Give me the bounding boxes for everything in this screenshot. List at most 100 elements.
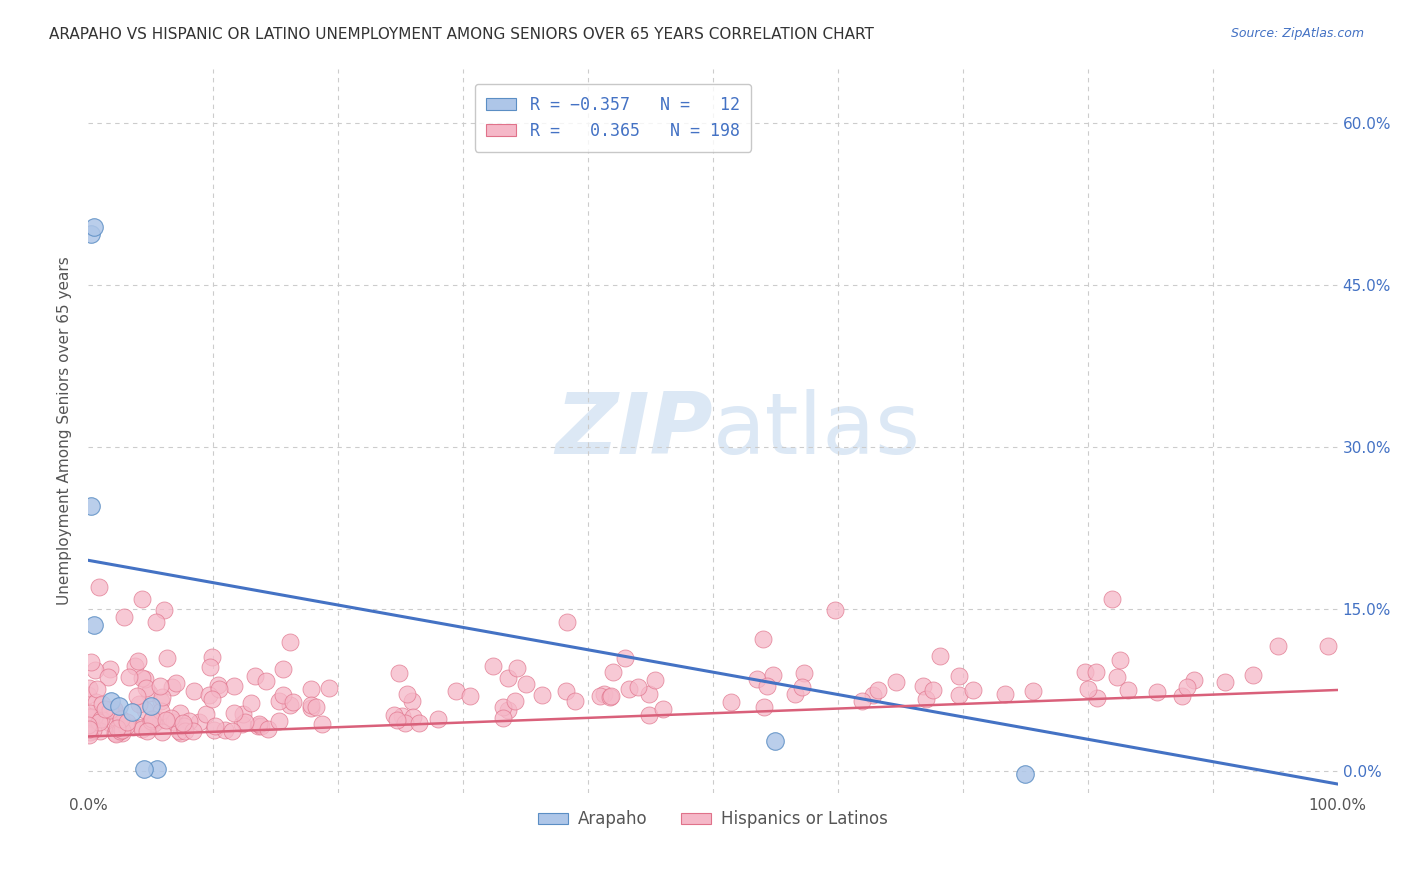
Point [280, 635, 302, 649]
Point [644, 673, 666, 687]
Point [851, 693, 873, 707]
Point [77, 718, 100, 732]
Point [188, 714, 211, 729]
Point [278, 698, 301, 712]
Point [77, 716, 100, 731]
Point [1105, 670, 1128, 684]
Point [752, 700, 775, 714]
Point [402, 710, 425, 724]
Point [755, 679, 778, 693]
Point [135, 681, 157, 696]
Point [1317, 639, 1340, 653]
Point [1241, 667, 1264, 681]
Point [134, 762, 156, 776]
Point [163, 715, 186, 730]
Point [98, 662, 121, 676]
Point [98, 715, 121, 730]
Point [243, 669, 266, 683]
Point [172, 716, 194, 731]
Point [1109, 652, 1132, 666]
Point [117, 714, 139, 729]
Text: Source: ZipAtlas.com: Source: ZipAtlas.com [1230, 27, 1364, 40]
Point [506, 661, 529, 675]
Point [602, 665, 624, 680]
Point [139, 699, 162, 714]
Point [745, 672, 768, 686]
Point [97, 670, 120, 684]
Point [110, 712, 132, 726]
Point [136, 717, 159, 731]
Point [492, 699, 515, 714]
Point [1074, 665, 1097, 679]
Point [627, 680, 650, 694]
Point [1146, 685, 1168, 699]
Point [112, 610, 135, 624]
Point [183, 684, 205, 698]
Point [84, 663, 107, 677]
Point [103, 701, 125, 715]
Point [79, 500, 101, 514]
Point [763, 733, 786, 747]
Point [752, 632, 775, 646]
Point [89, 724, 111, 739]
Point [446, 684, 468, 698]
Point [221, 724, 243, 739]
Point [121, 705, 143, 719]
Point [177, 714, 200, 728]
Point [599, 690, 621, 705]
Point [762, 668, 785, 682]
Point [233, 714, 256, 729]
Point [299, 698, 322, 713]
Point [929, 648, 952, 663]
Point [515, 677, 537, 691]
Point [110, 723, 132, 738]
Point [530, 689, 553, 703]
Point [792, 680, 814, 694]
Point [149, 680, 172, 694]
Point [83, 220, 105, 235]
Point [155, 713, 177, 727]
Point [1182, 673, 1205, 687]
Point [181, 724, 204, 739]
Point [146, 762, 169, 776]
Point [311, 716, 333, 731]
Point [131, 723, 153, 737]
Point [271, 662, 294, 676]
Point [103, 701, 125, 715]
Point [156, 651, 179, 665]
Point [1267, 639, 1289, 653]
Point [388, 666, 411, 681]
Point [214, 723, 236, 737]
Point [131, 591, 153, 606]
Point [1101, 592, 1123, 607]
Point [862, 688, 884, 702]
Point [86, 681, 108, 696]
Point [84, 695, 107, 709]
Point [793, 665, 815, 680]
Point [564, 694, 586, 708]
Point [391, 708, 413, 723]
Point [492, 711, 515, 725]
Point [600, 689, 623, 703]
Point [427, 712, 450, 726]
Point [143, 716, 166, 731]
Point [170, 725, 193, 739]
Point [1085, 691, 1108, 706]
Point [90, 712, 112, 726]
Point [111, 723, 134, 737]
Point [866, 683, 889, 698]
Point [127, 655, 149, 669]
Point [922, 683, 945, 698]
Point [90, 697, 112, 711]
Point [482, 659, 505, 673]
Point [80, 709, 103, 723]
Point [651, 701, 673, 715]
Point [173, 723, 195, 738]
Point [619, 682, 641, 697]
Point [824, 603, 846, 617]
Point [1175, 680, 1198, 694]
Point [79, 227, 101, 241]
Point [267, 714, 290, 728]
Point [384, 708, 406, 723]
Point [89, 580, 111, 594]
